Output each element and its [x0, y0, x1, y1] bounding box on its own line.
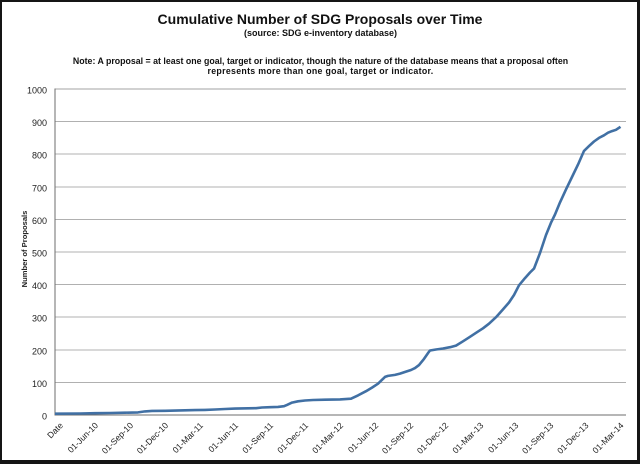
- svg-text:01-Mar-12: 01-Mar-12: [310, 420, 345, 455]
- svg-text:900: 900: [32, 118, 47, 128]
- svg-text:500: 500: [32, 249, 47, 259]
- svg-text:1000: 1000: [27, 86, 47, 96]
- svg-text:01-Dec-13: 01-Dec-13: [555, 420, 591, 456]
- svg-text:01-Dec-10: 01-Dec-10: [135, 420, 171, 456]
- svg-text:01-Mar-14: 01-Mar-14: [590, 420, 625, 455]
- svg-text:Date: Date: [45, 420, 65, 440]
- svg-text:400: 400: [32, 281, 47, 291]
- svg-text:01-Jun-11: 01-Jun-11: [206, 420, 240, 454]
- svg-text:0: 0: [42, 412, 47, 422]
- svg-text:01-Mar-11: 01-Mar-11: [170, 420, 205, 455]
- svg-text:100: 100: [32, 379, 47, 389]
- svg-text:01-Sep-13: 01-Sep-13: [520, 420, 556, 456]
- svg-text:600: 600: [32, 216, 47, 226]
- svg-text:700: 700: [32, 183, 47, 193]
- svg-text:01-Jun-12: 01-Jun-12: [346, 420, 381, 455]
- svg-text:01-Dec-11: 01-Dec-11: [275, 420, 310, 455]
- svg-text:01-Jun-13: 01-Jun-13: [486, 420, 521, 455]
- svg-text:300: 300: [32, 314, 47, 324]
- svg-text:01-Sep-10: 01-Sep-10: [100, 420, 136, 456]
- svg-text:01-Sep-11: 01-Sep-11: [240, 420, 275, 455]
- svg-text:200: 200: [32, 346, 47, 356]
- svg-text:01-Dec-12: 01-Dec-12: [415, 420, 451, 456]
- svg-text:01-Jun-10: 01-Jun-10: [66, 420, 101, 455]
- svg-text:01-Mar-13: 01-Mar-13: [450, 420, 485, 455]
- svg-text:01-Sep-12: 01-Sep-12: [380, 420, 416, 456]
- svg-text:800: 800: [32, 151, 47, 161]
